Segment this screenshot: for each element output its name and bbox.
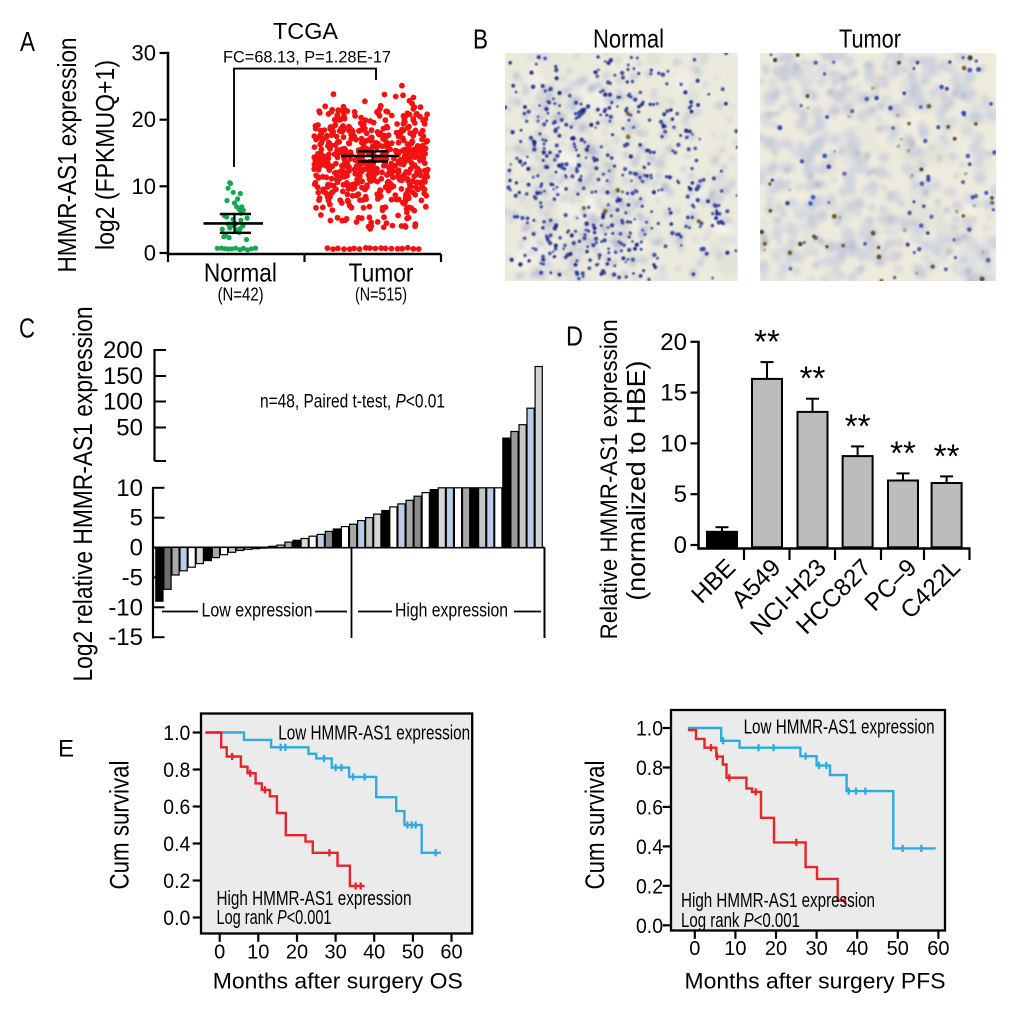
svg-text:20: 20 bbox=[765, 938, 787, 960]
svg-text:Low HMMR-AS1 expression: Low HMMR-AS1 expression bbox=[744, 716, 935, 739]
svg-text:100: 100 bbox=[103, 389, 143, 416]
svg-text:A: A bbox=[20, 26, 35, 57]
svg-text:B: B bbox=[473, 24, 488, 55]
svg-text:Log rank P<0.001: Log rank P<0.001 bbox=[217, 906, 332, 929]
svg-text:0.6: 0.6 bbox=[636, 796, 663, 819]
svg-text:15: 15 bbox=[660, 380, 687, 407]
svg-text:0.4: 0.4 bbox=[636, 836, 663, 859]
svg-text:50: 50 bbox=[887, 938, 909, 960]
svg-text:60: 60 bbox=[927, 938, 949, 960]
svg-text:(N=42): (N=42) bbox=[218, 285, 264, 305]
svg-text:1.0: 1.0 bbox=[636, 718, 663, 741]
svg-text:20: 20 bbox=[286, 942, 308, 964]
svg-text:0.0: 0.0 bbox=[636, 915, 663, 938]
svg-text:1.0: 1.0 bbox=[163, 722, 190, 745]
svg-text:(normalized to HBE): (normalized to HBE) bbox=[621, 361, 651, 601]
svg-text:High expression: High expression bbox=[395, 601, 508, 622]
svg-text:Tumor: Tumor bbox=[839, 23, 901, 53]
svg-text:0: 0 bbox=[674, 532, 687, 559]
svg-text:Relative HMMR-AS1 expression: Relative HMMR-AS1 expression bbox=[596, 319, 623, 639]
svg-text:30: 30 bbox=[324, 942, 346, 964]
svg-text:Cum survival: Cum survival bbox=[580, 761, 610, 890]
svg-text:Log rank P<0.001: Log rank P<0.001 bbox=[681, 909, 800, 932]
svg-text:0: 0 bbox=[689, 938, 700, 960]
svg-text:n=48, Paired t-test, P<0.01: n=48, Paired t-test, P<0.01 bbox=[260, 392, 445, 413]
svg-text:-5: -5 bbox=[122, 564, 143, 591]
svg-text:5: 5 bbox=[130, 505, 143, 532]
svg-text:FC=68.13, P=1.28E-17: FC=68.13, P=1.28E-17 bbox=[223, 49, 391, 67]
svg-text:**: ** bbox=[890, 434, 916, 471]
svg-text:Normal: Normal bbox=[204, 258, 277, 288]
svg-text:-15: -15 bbox=[108, 624, 143, 651]
svg-text:log2 (FPKMUQ+1): log2 (FPKMUQ+1) bbox=[90, 60, 120, 250]
svg-text:**: ** bbox=[934, 437, 960, 474]
svg-text:0.8: 0.8 bbox=[636, 757, 663, 780]
svg-text:**: ** bbox=[845, 407, 871, 444]
svg-text:0: 0 bbox=[214, 942, 225, 964]
svg-text:50: 50 bbox=[116, 415, 143, 442]
svg-text:10: 10 bbox=[116, 475, 143, 502]
svg-text:5: 5 bbox=[674, 481, 687, 508]
svg-text:High HMMR-AS1 expression: High HMMR-AS1 expression bbox=[681, 889, 875, 912]
svg-text:(N=515): (N=515) bbox=[355, 285, 407, 305]
svg-text:E: E bbox=[58, 736, 74, 763]
svg-text:50: 50 bbox=[402, 942, 424, 964]
svg-text:20: 20 bbox=[660, 329, 687, 356]
svg-text:0: 0 bbox=[130, 535, 143, 562]
svg-text:Tumor: Tumor bbox=[349, 258, 414, 288]
svg-text:10: 10 bbox=[660, 430, 687, 457]
svg-text:10: 10 bbox=[724, 938, 746, 960]
svg-text:200: 200 bbox=[103, 337, 143, 364]
svg-text:0: 0 bbox=[144, 241, 156, 266]
svg-text:40: 40 bbox=[846, 938, 868, 960]
svg-text:30: 30 bbox=[132, 41, 156, 66]
svg-text:10: 10 bbox=[247, 942, 269, 964]
svg-text:10: 10 bbox=[132, 174, 156, 199]
svg-text:150: 150 bbox=[103, 363, 143, 390]
svg-text:0.2: 0.2 bbox=[636, 875, 663, 898]
svg-text:**: ** bbox=[754, 323, 780, 360]
svg-text:20: 20 bbox=[132, 107, 156, 132]
svg-text:D: D bbox=[566, 320, 583, 351]
svg-text:Cum survival: Cum survival bbox=[105, 761, 135, 890]
svg-text:Low HMMR-AS1 expression: Low HMMR-AS1 expression bbox=[278, 722, 470, 745]
svg-text:Months after surgery PFS: Months after surgery PFS bbox=[685, 969, 946, 994]
svg-text:0.4: 0.4 bbox=[163, 833, 190, 856]
svg-text:60: 60 bbox=[440, 942, 462, 964]
svg-text:TCGA: TCGA bbox=[273, 18, 338, 44]
svg-text:HMMR-AS1 expression: HMMR-AS1 expression bbox=[52, 38, 82, 273]
svg-text:High HMMR-AS1 expression: High HMMR-AS1 expression bbox=[217, 887, 412, 910]
svg-text:**: ** bbox=[800, 360, 826, 397]
svg-text:Months after surgery OS: Months after surgery OS bbox=[213, 969, 463, 994]
svg-text:-10: -10 bbox=[108, 594, 143, 621]
svg-text:0.2: 0.2 bbox=[163, 870, 190, 893]
svg-text:0.6: 0.6 bbox=[163, 796, 190, 819]
svg-text:30: 30 bbox=[805, 938, 827, 960]
svg-text:40: 40 bbox=[363, 942, 385, 964]
svg-text:Low expression: Low expression bbox=[202, 601, 313, 622]
svg-text:0.8: 0.8 bbox=[163, 759, 190, 782]
svg-text:C: C bbox=[19, 313, 35, 344]
svg-text:0.0: 0.0 bbox=[163, 907, 190, 930]
svg-text:Log2 relative HMMR-AS1 express: Log2 relative HMMR-AS1 expression bbox=[68, 307, 98, 682]
svg-text:Normal: Normal bbox=[593, 23, 664, 53]
